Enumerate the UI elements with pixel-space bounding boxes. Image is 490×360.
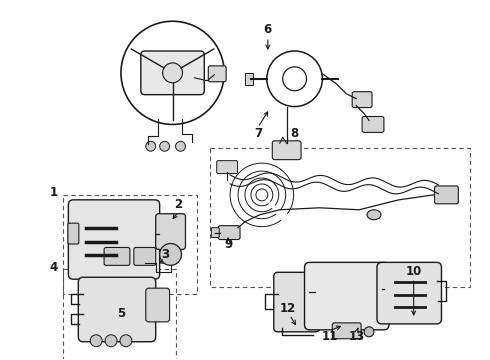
Circle shape (90, 335, 102, 347)
Text: 4: 4 (49, 261, 58, 274)
Text: 8: 8 (291, 127, 299, 140)
FancyBboxPatch shape (146, 288, 170, 322)
FancyBboxPatch shape (104, 247, 130, 265)
FancyBboxPatch shape (352, 92, 372, 108)
Circle shape (105, 335, 117, 347)
FancyBboxPatch shape (362, 117, 384, 132)
Text: 2: 2 (174, 198, 183, 211)
Text: 13: 13 (349, 330, 365, 343)
FancyBboxPatch shape (134, 247, 156, 265)
FancyBboxPatch shape (217, 161, 238, 174)
Circle shape (364, 327, 374, 337)
Bar (63, 195, 197, 294)
Bar (210, 148, 470, 287)
Ellipse shape (367, 210, 381, 220)
Circle shape (120, 335, 132, 347)
FancyBboxPatch shape (332, 323, 361, 339)
Text: 9: 9 (224, 238, 232, 251)
FancyBboxPatch shape (69, 200, 160, 279)
Circle shape (160, 243, 181, 265)
FancyBboxPatch shape (68, 223, 79, 244)
Bar (63, 269, 175, 360)
Circle shape (146, 141, 156, 151)
Text: 10: 10 (406, 265, 422, 278)
Text: 7: 7 (254, 127, 262, 140)
Text: 3: 3 (162, 248, 170, 261)
Bar (245, 73, 253, 85)
FancyBboxPatch shape (274, 272, 319, 332)
FancyBboxPatch shape (156, 214, 185, 249)
FancyBboxPatch shape (377, 262, 441, 324)
FancyBboxPatch shape (78, 277, 156, 342)
Text: 1: 1 (49, 186, 57, 199)
Circle shape (163, 63, 182, 83)
Text: 11: 11 (321, 330, 338, 343)
Circle shape (175, 141, 185, 151)
Text: 12: 12 (279, 302, 296, 315)
Text: 6: 6 (264, 23, 272, 36)
FancyBboxPatch shape (435, 186, 458, 204)
FancyBboxPatch shape (272, 141, 301, 159)
FancyBboxPatch shape (141, 51, 204, 95)
FancyBboxPatch shape (218, 226, 240, 239)
FancyBboxPatch shape (305, 262, 389, 330)
Circle shape (160, 141, 170, 151)
Text: 5: 5 (117, 307, 125, 320)
FancyBboxPatch shape (211, 228, 219, 238)
FancyBboxPatch shape (208, 66, 226, 82)
